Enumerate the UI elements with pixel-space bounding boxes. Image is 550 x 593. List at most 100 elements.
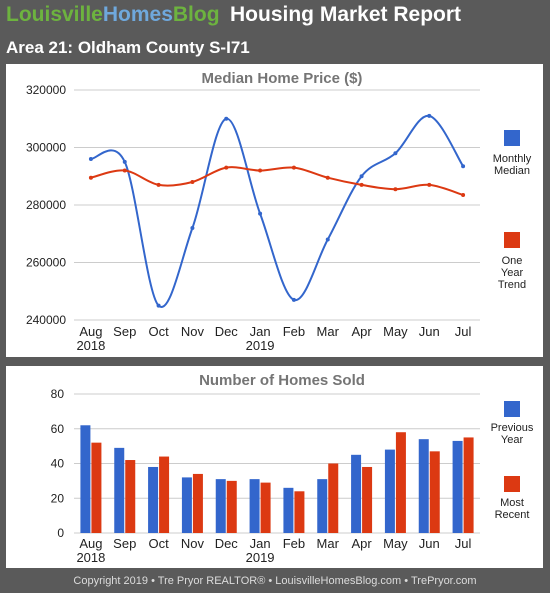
y-tick-label: 60: [51, 422, 65, 436]
legend-label: Most: [500, 497, 524, 509]
bar-recent: [192, 473, 203, 533]
data-point: [224, 165, 229, 170]
brand-logo[interactable]: LouisvilleHomesBlog: [6, 3, 220, 27]
x-year-label: 2018: [76, 550, 105, 565]
data-point: [190, 226, 195, 230]
x-tick-label: May: [383, 536, 408, 551]
bar-previous: [317, 479, 328, 533]
x-tick-label: Apr: [351, 536, 372, 551]
y-tick-label: 40: [51, 457, 65, 471]
brand-part-louisville: Louisville: [6, 3, 103, 26]
data-point: [359, 182, 364, 187]
data-point: [291, 297, 296, 302]
data-point: [122, 168, 127, 173]
brand-part-blog: Blog: [172, 3, 220, 26]
x-tick-label: Sep: [113, 536, 136, 551]
bar-previous: [452, 440, 463, 533]
median-price-chart: Median Home Price ($) 320000 300000 280000 2…: [26, 70, 532, 353]
data-point: [156, 182, 161, 187]
x-tick-label: Jan: [250, 324, 271, 339]
brand-part-homes: Homes: [102, 3, 173, 26]
x-tick-label: Aug: [79, 536, 102, 551]
legend-swatch: [504, 130, 520, 146]
x-tick-label: Jun: [419, 324, 440, 339]
data-point: [393, 187, 398, 192]
bar-previous: [114, 447, 125, 533]
data-point: [359, 174, 364, 179]
y-tick-label: 300000: [26, 141, 66, 155]
data-point: [427, 182, 432, 187]
legend-label: Year: [501, 267, 524, 279]
y-tick-label: 0: [57, 526, 64, 540]
x-tick-label: Sep: [113, 324, 136, 339]
bar-previous: [351, 454, 362, 533]
bar-recent: [362, 466, 373, 533]
report-title: Housing Market Report: [230, 3, 462, 26]
bar-previous: [80, 425, 91, 533]
y-tick-label: 80: [51, 387, 65, 401]
legend-label: Monthly: [493, 153, 532, 165]
series-line-0: [90, 114, 464, 309]
x-tick-label: Oct: [148, 324, 169, 339]
bar-recent: [159, 456, 170, 533]
x-tick-label: Apr: [351, 324, 372, 339]
bar-previous: [418, 439, 429, 533]
y-tick-label: 20: [51, 491, 65, 505]
legend-label: Trend: [498, 279, 526, 291]
data-point: [122, 159, 127, 164]
bar-recent: [463, 437, 474, 533]
x-tick-label: Mar: [317, 536, 340, 551]
data-point: [291, 165, 296, 170]
header-bar: LouisvilleHomesBlog Housing Market Repor…: [0, 0, 550, 34]
legend-swatch: [504, 401, 520, 417]
bar-recent: [226, 480, 237, 533]
x-tick-label: Jun: [419, 536, 440, 551]
x-tick-label: Jul: [455, 536, 472, 551]
data-point: [325, 237, 330, 242]
y-tick-label: 280000: [26, 198, 66, 212]
bar-previous: [148, 466, 159, 533]
data-point: [190, 180, 195, 184]
area-bar: Area 21: Oldham County S-I71: [0, 38, 550, 62]
x-year-label: 2018: [76, 338, 105, 353]
x-tick-label: Feb: [283, 536, 305, 551]
x-tick-label: Feb: [283, 324, 305, 339]
y-tick-label: 260000: [26, 256, 66, 270]
x-tick-label: Oct: [148, 536, 169, 551]
legend-label: Recent: [495, 509, 530, 521]
bar-previous: [283, 487, 294, 533]
x-year-label: 2019: [246, 338, 275, 353]
data-point: [258, 168, 263, 173]
median-price-panel: Median Home Price ($) 320000 300000 280000 2…: [6, 64, 543, 357]
x-tick-label: Nov: [181, 536, 205, 551]
y-tick-label: 240000: [26, 313, 66, 327]
legend-label: Median: [494, 165, 530, 177]
legend-label: Previous: [491, 422, 534, 434]
x-tick-label: Aug: [79, 324, 102, 339]
legend-swatch: [504, 476, 520, 492]
area-title: Area 21: Oldham County S-I71: [6, 38, 250, 57]
data-point: [461, 164, 466, 169]
homes-sold-panel: Number of Homes Sold 80 60 40 20 0 Aug 2018 Sep O…: [6, 366, 543, 568]
legend-label: Year: [501, 434, 524, 446]
bar-recent: [125, 460, 136, 533]
x-tick-label: Jul: [455, 324, 472, 339]
x-tick-label: Dec: [215, 324, 239, 339]
footer-copyright: Copyright 2019 • Tre Pryor REALTOR® • Lo…: [73, 575, 477, 587]
data-point: [258, 211, 263, 216]
bar-recent: [294, 491, 305, 533]
legend-label: One: [502, 255, 523, 267]
legend-swatch: [504, 232, 520, 248]
x-tick-label: Nov: [181, 324, 205, 339]
bar-previous: [215, 479, 226, 533]
bar-recent: [328, 463, 339, 533]
x-year-label: 2019: [246, 550, 275, 565]
bar-recent: [260, 482, 271, 533]
data-point: [224, 116, 229, 121]
y-tick-label: 320000: [26, 83, 66, 97]
x-tick-label: Dec: [215, 536, 239, 551]
bar-previous: [181, 477, 192, 533]
x-tick-label: Mar: [317, 324, 340, 339]
series-line-1: [90, 166, 464, 196]
data-point: [461, 192, 466, 197]
